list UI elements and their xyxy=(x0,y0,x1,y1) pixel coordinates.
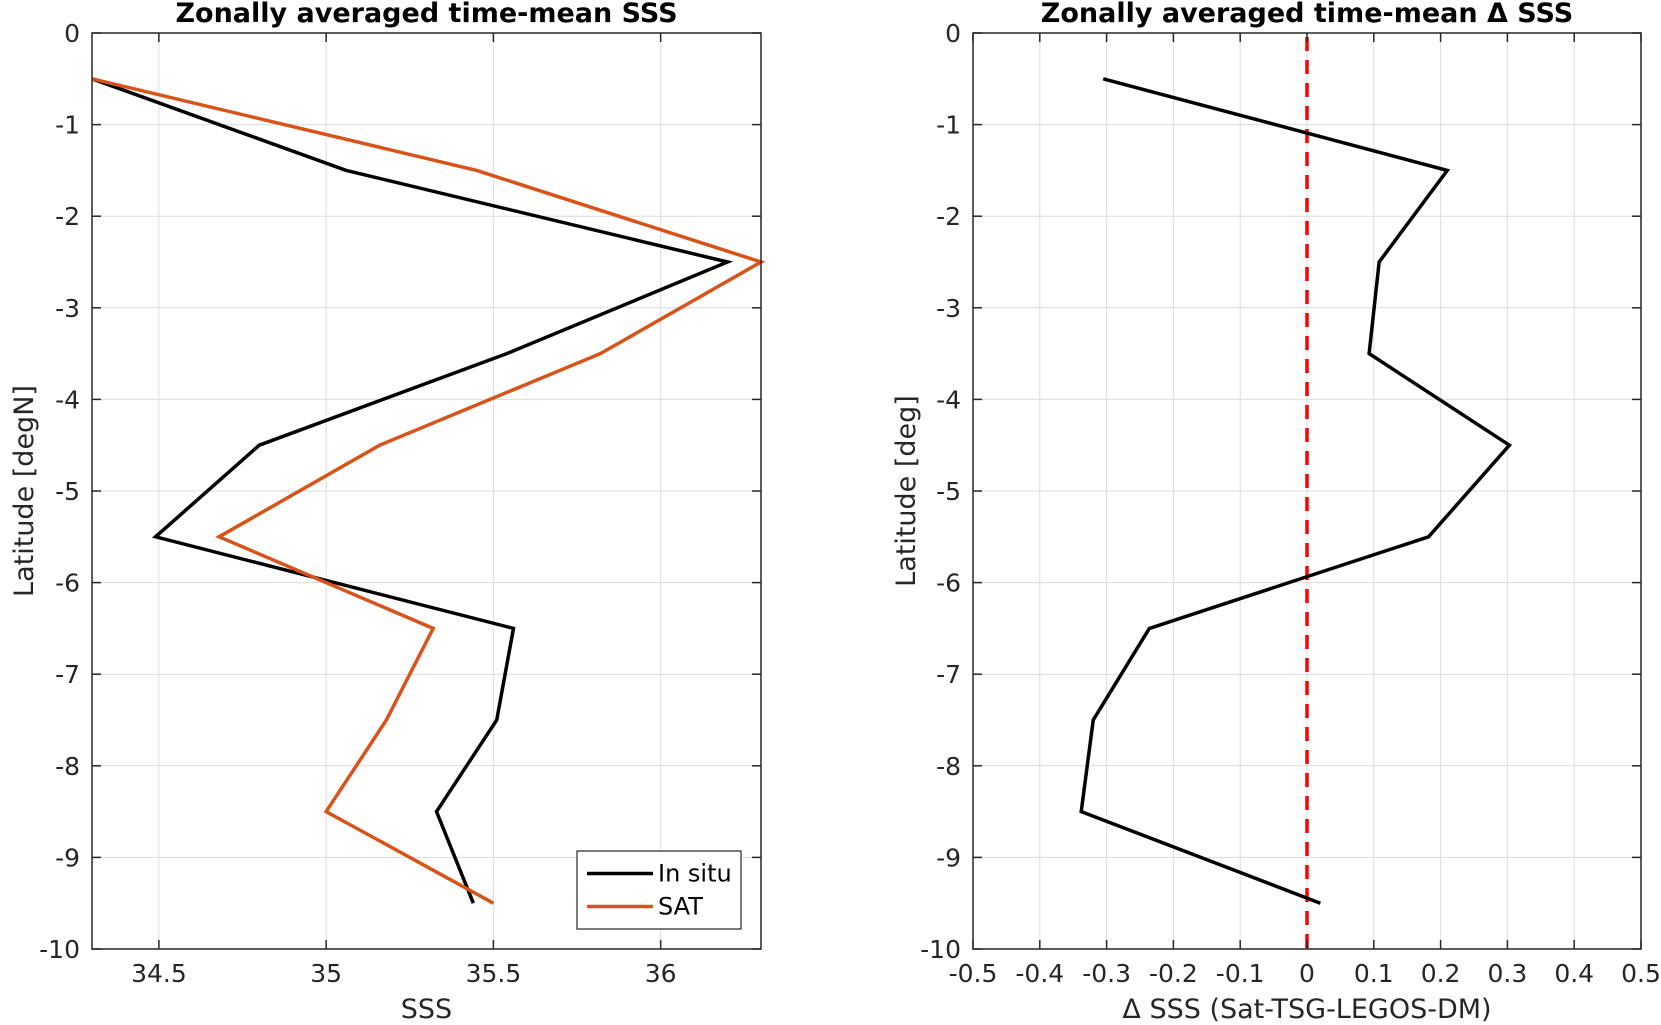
y-tick-label: -5 xyxy=(936,477,961,506)
x-tick-label: 36 xyxy=(645,959,677,988)
y-tick-label: 0 xyxy=(945,19,961,48)
y-axis-label: Latitude [deg] xyxy=(891,395,922,587)
y-tick-label: -10 xyxy=(39,935,80,964)
y-tick-label: -6 xyxy=(936,569,961,598)
x-tick-label: -0.4 xyxy=(1015,959,1064,988)
y-tick-label: -1 xyxy=(936,111,961,140)
x-tick-label: 0.2 xyxy=(1421,959,1461,988)
y-tick-label: -9 xyxy=(55,843,80,872)
x-tick-label: 0 xyxy=(1299,959,1315,988)
y-tick-label: -4 xyxy=(55,385,80,414)
y-tick-label: -2 xyxy=(936,202,961,231)
x-tick-label: -0.3 xyxy=(1082,959,1131,988)
legend-entry: In situ xyxy=(658,860,732,888)
x-tick-label: 35.5 xyxy=(466,959,522,988)
chart-title: Zonally averaged time-mean SSS xyxy=(175,0,677,29)
y-axis-label: Latitude [degN] xyxy=(9,385,40,597)
x-axis-label: Δ SSS (Sat-TSG-LEGOS-DM) xyxy=(1122,994,1491,1025)
legend: In situ SAT xyxy=(576,850,742,930)
x-tick-label: 35 xyxy=(310,959,342,988)
x-tick-label: 0.3 xyxy=(1488,959,1528,988)
x-tick-label: 0.1 xyxy=(1354,959,1394,988)
y-tick-label: -4 xyxy=(936,385,961,414)
y-tick-label: -3 xyxy=(936,294,961,323)
series-line-sat xyxy=(91,77,766,905)
y-tick-label: -3 xyxy=(55,294,80,323)
y-tick-label: -10 xyxy=(920,935,961,964)
y-tick-label: -8 xyxy=(55,752,80,781)
chart-title: Zonally averaged time-mean Δ SSS xyxy=(1041,0,1573,29)
y-tick-label: -2 xyxy=(55,202,80,231)
x-tick-label: -0.5 xyxy=(949,959,998,988)
x-tick-label: 0.4 xyxy=(1554,959,1594,988)
y-tick-label: -5 xyxy=(55,477,80,506)
x-tick-label: -0.2 xyxy=(1149,959,1198,988)
y-tick-label: -9 xyxy=(936,843,961,872)
y-tick-label: -1 xyxy=(55,111,80,140)
series-line-in-situ xyxy=(91,77,734,904)
right-panel-delta-sss: -0.5 -0.4 -0.3 -0.2 -0.1 0 0.1 0.2 0.3 0.4 0.5 0 -1 -… xyxy=(891,0,1661,1025)
x-tick-label: 0.5 xyxy=(1621,959,1661,988)
legend-box xyxy=(576,850,742,930)
x-tick-label: -0.1 xyxy=(1216,959,1265,988)
series-line-delta-sss xyxy=(1079,77,1513,905)
y-tick-label: -6 xyxy=(55,569,80,598)
y-tick-label: -7 xyxy=(936,660,961,689)
y-tick-label: -8 xyxy=(936,752,961,781)
x-tick-label: 34.5 xyxy=(131,959,187,988)
left-panel-sss: 34.5 35 35.5 36 0 -1 -2 -3 -4 -5 -6 -7 -8 -9 -10 Zonall… xyxy=(9,0,766,1025)
legend-entry: SAT xyxy=(658,893,703,921)
y-tick-label: 0 xyxy=(64,19,80,48)
y-tick-label: -7 xyxy=(55,660,80,689)
x-axis-label: SSS xyxy=(401,994,452,1025)
